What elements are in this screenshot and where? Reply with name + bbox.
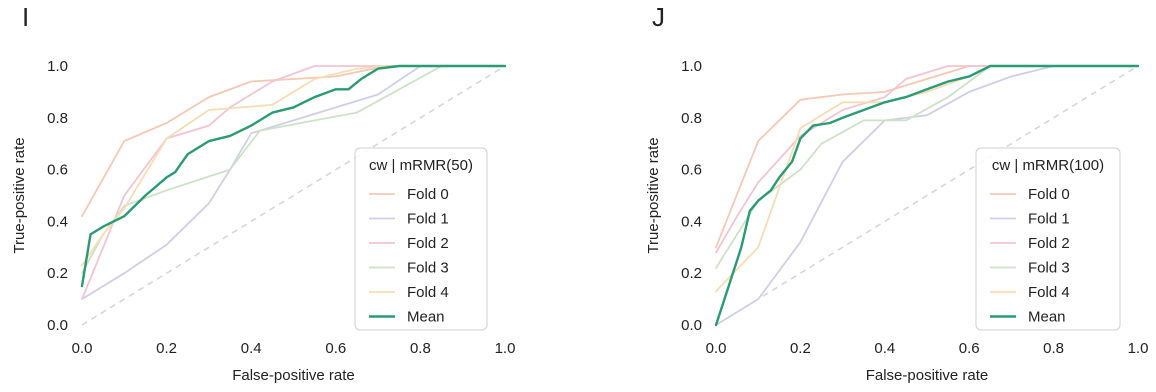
legend-entry: Fold 1 [1028, 211, 1070, 228]
x-tick-label: 0.8 [410, 340, 431, 357]
legend: cw | mRMR(100) Fold 0 Fold 1 Fold 2 Fold 3 Fo… [975, 147, 1121, 331]
y-axis-label: True-positive rate [645, 137, 662, 253]
series-line-fold-0 [715, 65, 1139, 249]
legend-entry: Mean [407, 309, 445, 326]
legend: cw | mRMR(50) Fold 0 Fold 1 Fold 2 Fold 3 Fol… [354, 147, 488, 331]
legend-entry: Fold 0 [407, 186, 449, 203]
legend-title: cw | mRMR(100) [992, 157, 1104, 174]
legend-entry: Fold 1 [407, 211, 449, 228]
diagonal-reference-line [715, 65, 1139, 326]
series-line-fold-3 [81, 65, 506, 275]
chart-panel-j: J 0.0 0.2 0.4 0.6 0.8 1.0 0.0 0.2 0.4 0.6 0.8 1.0 Fal… [645, 2, 1148, 384]
x-tick-label: 0.0 [72, 340, 93, 357]
x-tick-label: 0.8 [1043, 340, 1064, 357]
x-tick-label: 1.0 [1128, 340, 1149, 357]
x-tick-label: 0.6 [959, 340, 980, 357]
y-tick-label: 0.4 [681, 213, 702, 230]
legend-entry: Fold 2 [1028, 235, 1070, 252]
series-line-fold-2 [715, 65, 1139, 254]
series-line-mean [714, 64, 1140, 327]
legend-entry: Fold 4 [1028, 284, 1070, 301]
x-tick-label: 0.0 [706, 340, 727, 357]
series-line-mean [80, 64, 507, 288]
y-tick-label: 0.4 [47, 213, 68, 230]
series-line-fold-1 [81, 65, 506, 301]
panel-label: I [22, 2, 29, 32]
y-tick-label: 0.0 [47, 317, 68, 334]
x-axis-label: False-positive rate [232, 367, 355, 384]
y-tick-label: 0.2 [47, 265, 68, 282]
y-tick-label: 1.0 [47, 58, 68, 75]
series-line-fold-0 [81, 65, 506, 218]
panel-label: J [652, 2, 665, 32]
y-tick-label: 0.6 [47, 162, 68, 179]
legend-title: cw | mRMR(50) [369, 157, 473, 174]
legend-entry: Fold 2 [407, 235, 449, 252]
y-axis-label: True-positive rate [11, 137, 28, 253]
legend-entry: Mean [1028, 309, 1066, 326]
legend-entry: Fold 4 [407, 284, 449, 301]
x-tick-label: 0.6 [325, 340, 346, 357]
y-tick-label: 1.0 [681, 58, 702, 75]
legend-entry: Fold 3 [407, 260, 449, 277]
x-tick-label: 0.2 [156, 340, 177, 357]
chart-panel-i: I 0.0 0.2 0.4 0.6 0.8 1.0 0.0 0.2 0.4 0.6 0.8 1.0 Fal… [11, 2, 515, 384]
y-tick-label: 0.6 [681, 162, 702, 179]
x-tick-label: 0.4 [874, 340, 895, 357]
diagonal-reference-line [81, 65, 506, 326]
legend-entry: Fold 0 [1028, 186, 1070, 203]
x-axis-label: False-positive rate [866, 367, 989, 384]
x-tick-label: 0.4 [241, 340, 262, 357]
y-tick-label: 0.8 [47, 110, 68, 127]
y-tick-label: 0.0 [681, 317, 702, 334]
legend-entry: Fold 3 [1028, 260, 1070, 277]
series-line-fold-1 [715, 65, 1139, 326]
x-tick-label: 1.0 [495, 340, 516, 357]
y-tick-label: 0.8 [681, 110, 702, 127]
y-tick-label: 0.2 [681, 265, 702, 282]
x-tick-label: 0.2 [790, 340, 811, 357]
